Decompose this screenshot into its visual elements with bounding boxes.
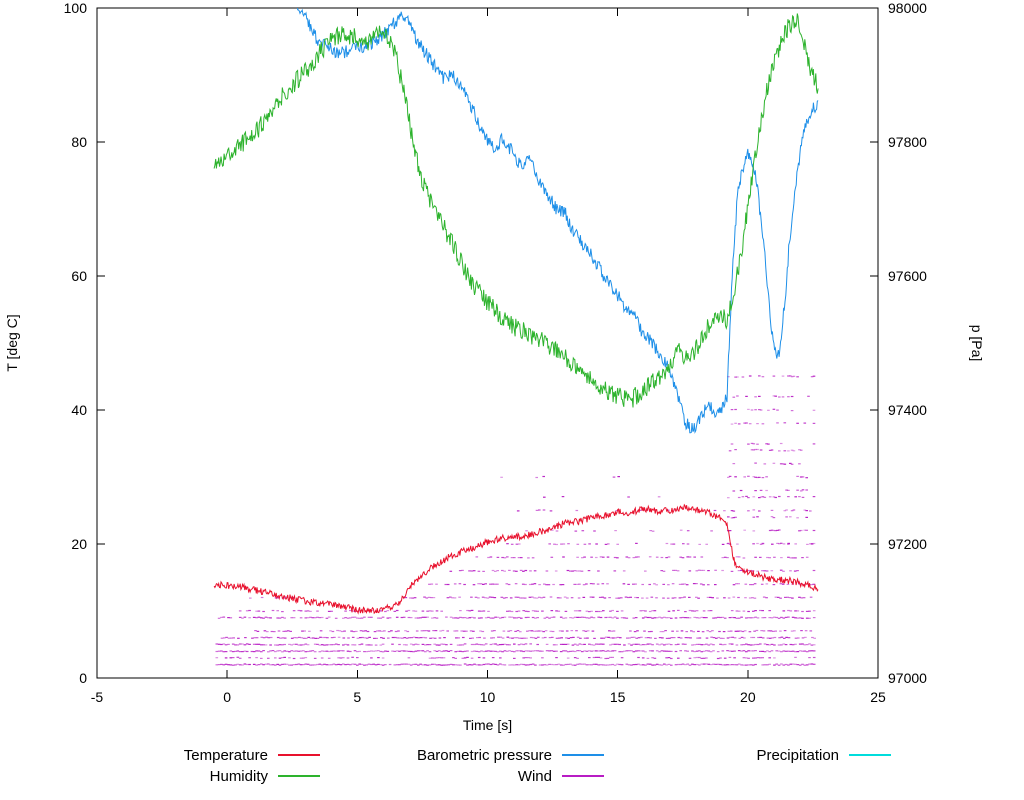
- x-tick-label: 0: [223, 689, 231, 705]
- legend-label: Wind: [517, 767, 552, 785]
- y-right-tick-label: 97600: [888, 268, 927, 284]
- x-tick-label: 5: [353, 689, 361, 705]
- x-axis-label: Time [s]: [463, 717, 512, 733]
- legend-entry-humidity: Humidity: [0, 766, 320, 786]
- legend-entry-barometric-pressure: Barometric pressure: [320, 745, 604, 765]
- y-right-tick-label: 98000: [888, 0, 927, 16]
- y-left-tick-label: 20: [71, 536, 87, 552]
- legend-entry-precipitation: Precipitation: [604, 745, 891, 765]
- y-left-tick-label: 40: [71, 402, 87, 418]
- legend-label: Precipitation: [756, 746, 839, 764]
- y-right-tick-label: 97800: [888, 134, 927, 150]
- legend-label: Temperature: [183, 746, 268, 764]
- y-right-tick-label: 97400: [888, 402, 927, 418]
- y-axis-label-left: T [deg C]: [4, 314, 20, 371]
- y-left-tick-label: 0: [79, 670, 87, 686]
- legend-line-sample: [562, 775, 604, 777]
- legend-line-sample: [562, 754, 604, 756]
- x-tick-label: 15: [610, 689, 626, 705]
- plot-canvas: -5 0 5 10 15 20 250204060801009700097200974009…: [4, 0, 985, 733]
- legend-line-sample: [849, 754, 891, 756]
- y-right-tick-label: 97200: [888, 536, 927, 552]
- wind-series: [215, 375, 816, 666]
- y-axis-label-right: p [Pa]: [969, 325, 985, 362]
- humidity-series: [213, 13, 819, 408]
- barometric-pressure-series: [297, 8, 819, 434]
- y-right-tick-label: 97000: [888, 670, 927, 686]
- legend-entry-wind: Wind: [320, 766, 604, 786]
- legend-line-sample: [278, 775, 320, 777]
- legend-line-sample: [278, 754, 320, 756]
- x-tick-label: -5: [91, 689, 104, 705]
- y-left-tick-label: 80: [71, 134, 87, 150]
- legend-label: Humidity: [209, 767, 268, 785]
- x-tick-label: 10: [480, 689, 496, 705]
- legend-entry-temperature: Temperature: [0, 745, 320, 765]
- y-left-tick-label: 100: [64, 0, 88, 16]
- legend-label: Barometric pressure: [416, 746, 552, 764]
- x-tick-label: 25: [870, 689, 886, 705]
- y-left-tick-label: 60: [71, 268, 87, 284]
- temperature-series: [213, 503, 819, 615]
- x-tick-label: 20: [740, 689, 756, 705]
- plot-border: [96, 7, 879, 679]
- chart-legend: Temperature Humidity Barometric pressure Wi…: [0, 745, 1024, 786]
